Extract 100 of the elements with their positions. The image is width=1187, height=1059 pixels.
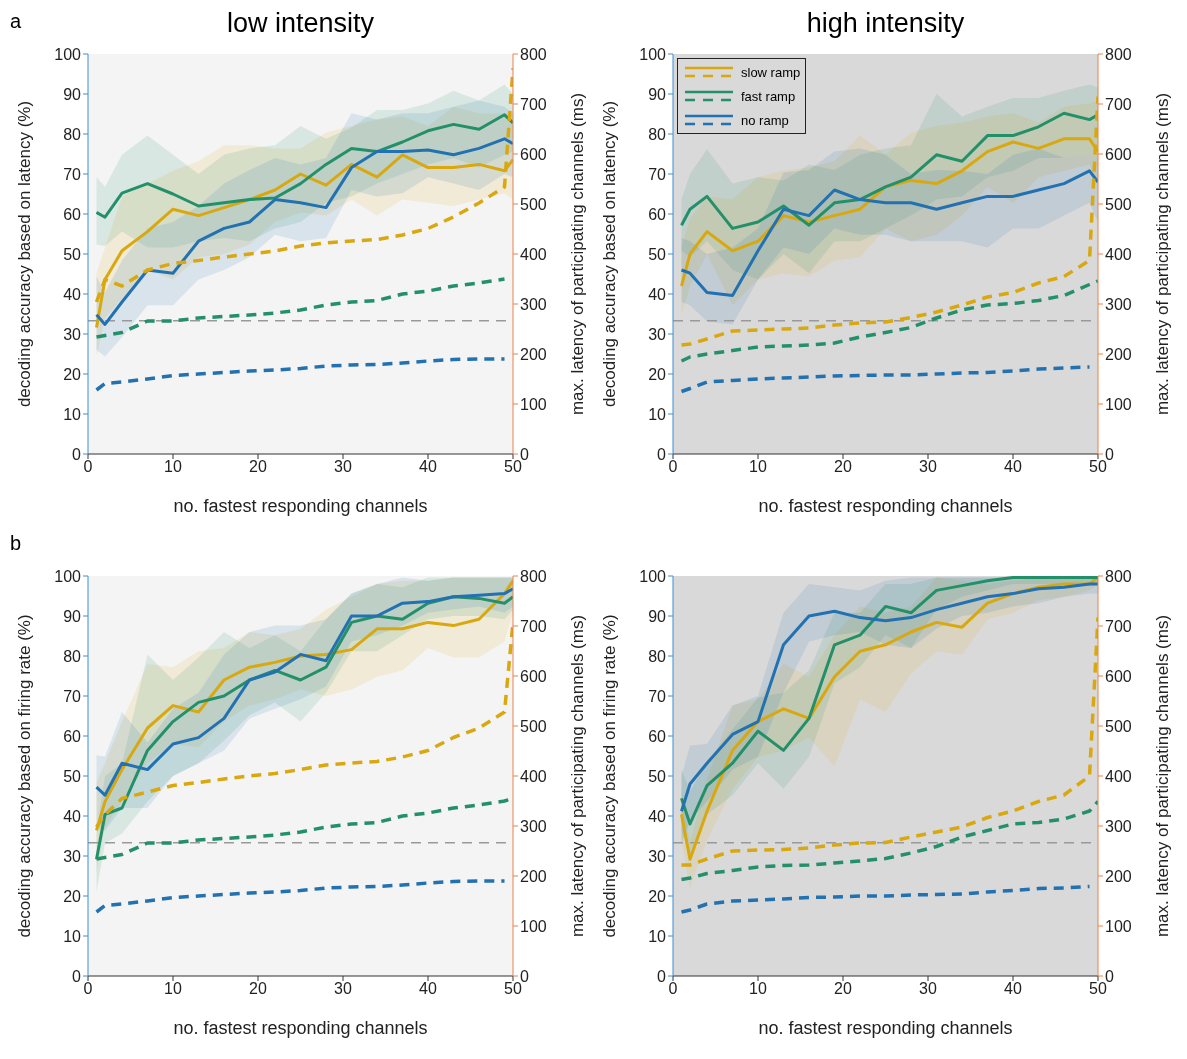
x-tick-label: 40 xyxy=(419,458,437,476)
y-tick-label: 70 xyxy=(63,687,82,705)
y2-tick-label: 800 xyxy=(1105,567,1132,585)
x-tick-label: 50 xyxy=(1089,980,1107,998)
y-tick-label: 60 xyxy=(63,727,82,745)
y-tick-label: 10 xyxy=(63,927,82,945)
line-series xyxy=(679,365,1092,394)
x-tick-label: 0 xyxy=(83,980,93,998)
x-tick-label: 20 xyxy=(249,980,267,998)
y-tick-label: 80 xyxy=(648,647,667,665)
y2-tick-label: 500 xyxy=(1105,195,1132,213)
x-axis-title: no. fastest responding channels xyxy=(758,1018,1013,1038)
y-tick-label: 40 xyxy=(63,807,82,825)
x-tick-label: 0 xyxy=(668,458,678,476)
y2-tick-label: 100 xyxy=(520,917,547,935)
y-tick-label: 0 xyxy=(72,967,82,985)
y-tick-label: 40 xyxy=(648,285,667,303)
line-series xyxy=(94,357,507,392)
y-tick-label: 30 xyxy=(648,847,667,865)
x-tick-label: 50 xyxy=(504,980,522,998)
y2-tick-label: 0 xyxy=(1105,967,1114,985)
x-tick-label: 20 xyxy=(834,980,852,998)
y-axis-title: decoding accuracy based on latency (%) xyxy=(15,100,35,408)
x-tick-label: 30 xyxy=(334,458,352,476)
y2-tick-label: 0 xyxy=(520,445,529,463)
y2-tick-label: 700 xyxy=(520,617,547,635)
y-axis-title: decoding accuracy based on latency (%) xyxy=(600,100,620,408)
y-tick-label: 70 xyxy=(648,165,667,183)
legend-label: fast ramp xyxy=(741,88,796,104)
x-axis-title: no. fastest responding channels xyxy=(758,496,1013,516)
x-tick-label: 40 xyxy=(1004,980,1022,998)
y-tick-label: 90 xyxy=(648,607,667,625)
line-series xyxy=(679,94,1098,347)
y2-tick-label: 500 xyxy=(520,717,547,735)
x-tick-label: 50 xyxy=(1089,458,1107,476)
y-tick-label: 0 xyxy=(657,967,667,985)
y2-tick-label: 600 xyxy=(1105,667,1132,685)
y-tick-label: 100 xyxy=(639,45,667,63)
y-tick-label: 50 xyxy=(63,767,82,785)
y-tick-label: 40 xyxy=(63,285,82,303)
y2-tick-label: 100 xyxy=(1105,395,1132,413)
line-series xyxy=(680,169,1098,298)
y2-tick-label: 400 xyxy=(520,245,547,263)
y-tick-label: 90 xyxy=(63,85,82,103)
y-tick-label: 50 xyxy=(63,245,82,263)
y2-tick-label: 200 xyxy=(1105,345,1132,363)
y-tick-label: 100 xyxy=(54,45,82,63)
y-tick-label: 0 xyxy=(72,445,82,463)
line-series xyxy=(95,113,513,219)
legend-label: slow ramp xyxy=(741,64,801,80)
line-series xyxy=(679,615,1098,867)
y2-tick-label: 700 xyxy=(520,95,547,113)
line-series xyxy=(680,111,1098,230)
y2-tick-label: 800 xyxy=(520,567,547,585)
line-series xyxy=(679,884,1092,914)
y-tick-label: 100 xyxy=(54,567,82,585)
y2-tick-label: 300 xyxy=(520,817,547,835)
y2-tick-label: 400 xyxy=(1105,245,1132,263)
y-axis-title: decoding accuracy based on firing rate (%) xyxy=(15,614,35,938)
y-tick-label: 40 xyxy=(648,807,667,825)
line-series xyxy=(679,799,1098,882)
x-tick-label: 40 xyxy=(419,980,437,998)
y-tick-label: 80 xyxy=(63,647,82,665)
y-tick-label: 0 xyxy=(657,445,667,463)
y-tick-label: 60 xyxy=(63,205,82,223)
y-tick-label: 20 xyxy=(63,887,82,905)
y2-tick-label: 700 xyxy=(1105,617,1132,635)
x-tick-label: 10 xyxy=(749,980,767,998)
y2-tick-label: 500 xyxy=(520,195,547,213)
y2-tick-label: 600 xyxy=(520,667,547,685)
y2-tick-label: 0 xyxy=(1105,445,1114,463)
y-tick-label: 50 xyxy=(648,245,667,263)
line-series xyxy=(94,277,507,339)
legend-label: no ramp xyxy=(741,112,789,128)
x-tick-label: 0 xyxy=(668,980,678,998)
line-series xyxy=(95,587,513,797)
y2-tick-label: 0 xyxy=(520,967,529,985)
y2-axis-title: max. latency of participating channels (ms) xyxy=(568,614,588,938)
line-series xyxy=(94,879,507,914)
y2-tick-label: 400 xyxy=(1105,767,1132,785)
y2-axis-title: max. latency of participating channels (ms) xyxy=(568,92,588,416)
y2-tick-label: 400 xyxy=(520,767,547,785)
y-axis-title: decoding accuracy based on firing rate (%) xyxy=(600,614,620,938)
x-tick-label: 10 xyxy=(164,458,182,476)
x-tick-label: 50 xyxy=(504,458,522,476)
text: b xyxy=(10,532,22,555)
y-tick-label: 90 xyxy=(648,85,667,103)
y-tick-label: 30 xyxy=(648,325,667,343)
y2-tick-label: 500 xyxy=(1105,717,1132,735)
line-series xyxy=(679,279,1098,363)
y2-tick-label: 600 xyxy=(520,145,547,163)
y2-tick-label: 100 xyxy=(520,395,547,413)
y2-tick-label: 800 xyxy=(1105,45,1132,63)
y2-tick-label: 200 xyxy=(520,345,547,363)
y2-tick-label: 100 xyxy=(1105,917,1132,935)
text: a xyxy=(10,10,22,33)
y-tick-label: 30 xyxy=(63,325,82,343)
y2-axis-title: max. latency of participating channels (ms) xyxy=(1153,92,1173,416)
y-tick-label: 60 xyxy=(648,205,667,223)
x-tick-label: 40 xyxy=(1004,458,1022,476)
